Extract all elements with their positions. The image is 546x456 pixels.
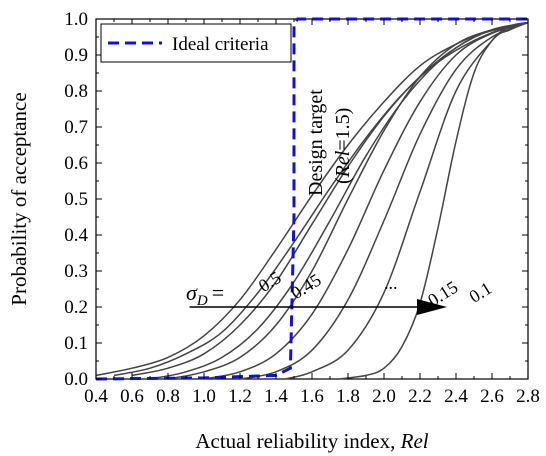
- y-tick-label: 0.1: [64, 333, 88, 354]
- y-tick-label: 0.9: [64, 45, 88, 66]
- y-tick-label: 0.3: [64, 261, 88, 282]
- design-target-annotation: Design target (Rel=1.5): [305, 89, 354, 196]
- plot-frame: [95, 18, 529, 380]
- sigma-curve-0.2: [239, 21, 529, 380]
- x-tick-label: 2.0: [372, 386, 396, 407]
- x-tick-label: 1.0: [192, 386, 216, 407]
- sigma-d-label: σD =: [186, 280, 224, 309]
- x-tick-label: 1.6: [300, 386, 324, 407]
- y-tick-label: 0.6: [64, 153, 88, 174]
- sigma-value-label: ...: [384, 273, 398, 293]
- design-target-value: (Rel=1.5): [332, 108, 354, 184]
- y-tick-label: 0.4: [64, 225, 88, 246]
- ideal-criteria-line: [95, 17, 528, 381]
- y-tick-label: 0.7: [64, 117, 88, 138]
- sigma-curve-0.3: [167, 21, 529, 380]
- x-tick-label: 2.2: [408, 386, 432, 407]
- sigma-curve-0.4: [131, 21, 529, 377]
- y-axis-label: Probability of acceptance: [7, 92, 31, 305]
- x-tick-label: 1.2: [228, 386, 252, 407]
- axis-ticks: [95, 18, 529, 380]
- design-target-label: Design target: [305, 89, 327, 196]
- y-tick-label: 1.0: [64, 9, 88, 30]
- sigma-value-label: 0.1: [466, 278, 496, 307]
- x-tick-label: 2.8: [516, 386, 540, 407]
- x-tick-label: 0.6: [120, 386, 144, 407]
- y-tick-label: 0.5: [64, 189, 88, 210]
- x-tick-label: 0.8: [156, 386, 180, 407]
- y-tick-label: 0.2: [64, 297, 88, 318]
- sigma-curve-0.25: [203, 21, 529, 380]
- axis-tick-labels: 0.4 0.6 0.8 1.0 1.2 1.4 1.6 1.8 2.0 2.2 2.4 2.6 2.8 0…: [64, 9, 540, 407]
- ideal-criteria-series: [95, 17, 528, 381]
- plot-area-border: [95, 18, 529, 380]
- x-tick-label: 0.4: [84, 386, 108, 407]
- x-tick-label: 2.4: [444, 386, 468, 407]
- y-tick-label: 0.0: [64, 369, 88, 390]
- sigma-curve-0.35: [149, 21, 529, 380]
- sigma-curve-0.45: [113, 21, 529, 377]
- sigma-curves: [95, 21, 529, 380]
- y-tick-label: 0.8: [64, 81, 88, 102]
- sigma-curve-0.5: [95, 21, 529, 377]
- legend-ideal-criteria-label: Ideal criteria: [172, 34, 269, 55]
- x-tick-label: 1.8: [336, 386, 360, 407]
- sigma-arrow-head: [417, 299, 447, 315]
- sigma-curve-0.15: [284, 21, 529, 380]
- x-axis-label: Actual reliability index, Rel: [195, 429, 428, 453]
- sigma-curve-0.1: [338, 21, 529, 380]
- x-tick-label: 1.4: [264, 386, 288, 407]
- x-tick-label: 2.6: [480, 386, 504, 407]
- legend: Ideal criteria: [100, 23, 292, 63]
